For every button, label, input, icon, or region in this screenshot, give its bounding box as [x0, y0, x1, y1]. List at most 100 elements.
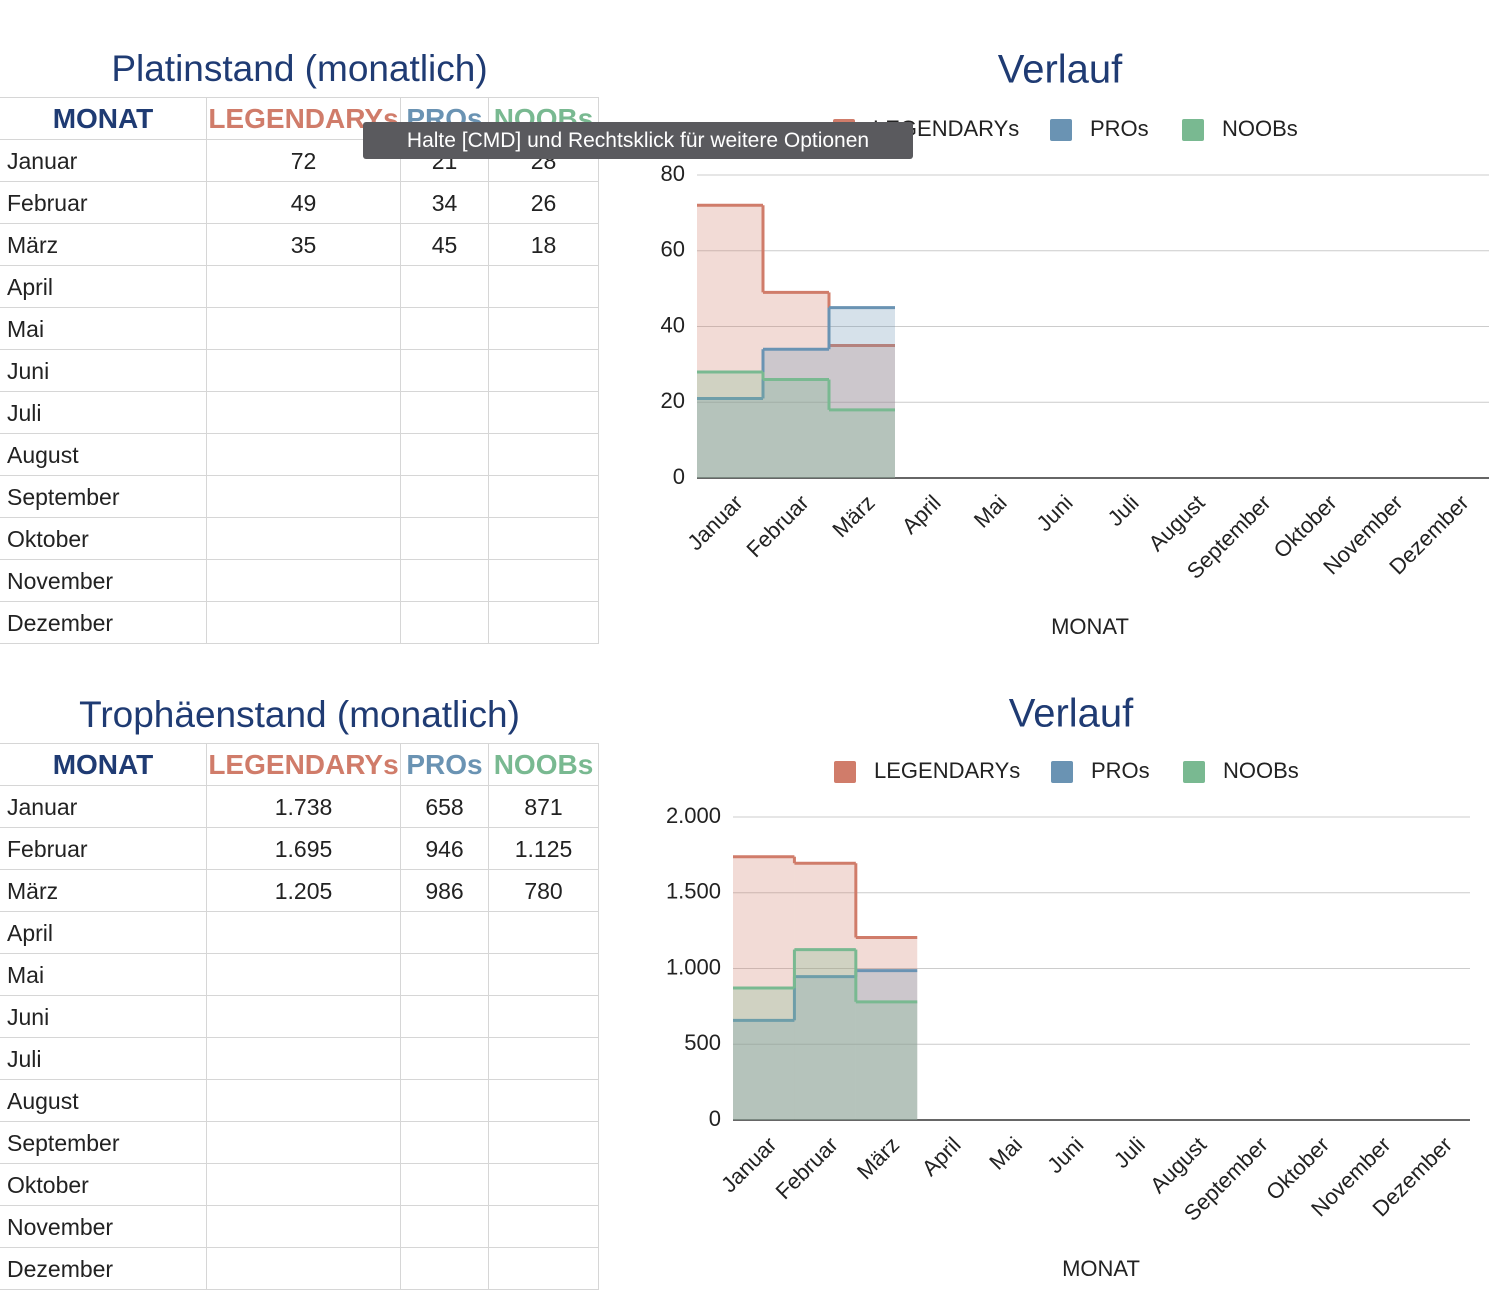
empty-cell — [401, 996, 489, 1038]
empty-cell — [401, 1038, 489, 1080]
empty-cell — [489, 602, 599, 644]
cell: 658 — [401, 786, 489, 828]
cell: 26 — [489, 182, 599, 224]
x-tick-label: Juli — [1109, 1132, 1150, 1173]
empty-cell — [401, 1206, 489, 1248]
area-step — [697, 398, 763, 478]
x-tick-label: Februar — [741, 490, 813, 562]
x-axis-title: MONAT — [1051, 614, 1129, 639]
x-tick-label: Januar — [682, 490, 747, 555]
empty-cell — [489, 266, 599, 308]
empty-cell — [207, 308, 401, 350]
legend-label: NOOBs — [1223, 758, 1299, 783]
y-tick-label: 80 — [661, 161, 685, 186]
header-cell: MONAT — [0, 743, 207, 786]
header-cell: PROs — [401, 743, 489, 786]
empty-cell — [207, 602, 401, 644]
area-step — [794, 863, 856, 1120]
y-tick-label: 60 — [661, 237, 685, 262]
area-step — [733, 988, 795, 1120]
cell: August — [0, 1080, 207, 1122]
chart-title: Verlauf — [998, 48, 1123, 92]
y-tick-label: 2.000 — [666, 803, 721, 828]
cell: Februar — [0, 828, 207, 870]
cell: Juli — [0, 1038, 207, 1080]
empty-cell — [489, 996, 599, 1038]
cell: Oktober — [0, 1164, 207, 1206]
empty-cell — [401, 1248, 489, 1290]
cell: 871 — [489, 786, 599, 828]
empty-cell — [489, 912, 599, 954]
empty-cell — [207, 1206, 401, 1248]
area-step — [855, 1001, 918, 1120]
empty-cell — [401, 434, 489, 476]
empty-cell — [207, 912, 401, 954]
x-tick-label: März — [852, 1132, 904, 1184]
area-step — [794, 976, 856, 1120]
empty-cell — [401, 560, 489, 602]
cell: Juni — [0, 996, 207, 1038]
area-step — [829, 307, 895, 478]
header-cell: MONAT — [0, 97, 207, 140]
empty-cell — [207, 1080, 401, 1122]
x-tick-label: Juni — [1042, 1132, 1088, 1178]
empty-cell — [401, 602, 489, 644]
empty-cell — [207, 954, 401, 996]
cell: 1.205 — [207, 870, 401, 912]
empty-cell — [401, 518, 489, 560]
empty-cell — [489, 560, 599, 602]
cell: 780 — [489, 870, 599, 912]
legend-swatch — [1050, 119, 1072, 141]
empty-cell — [489, 954, 599, 996]
cell: Juni — [0, 350, 207, 392]
legend-label: PROs — [1091, 758, 1150, 783]
cell: Februar — [0, 182, 207, 224]
empty-cell — [489, 392, 599, 434]
y-tick-label: 1.000 — [666, 954, 721, 979]
cell: Dezember — [0, 602, 207, 644]
empty-cell — [207, 1164, 401, 1206]
area-step — [697, 371, 763, 478]
cell: 1.738 — [207, 786, 401, 828]
area-step — [794, 949, 856, 1120]
legend-swatch — [1051, 761, 1073, 783]
empty-cell — [489, 1248, 599, 1290]
cell: 49 — [207, 182, 401, 224]
cell: 35 — [207, 224, 401, 266]
header-cell: NOOBs — [489, 743, 599, 786]
cell: September — [0, 1122, 207, 1164]
cell: Mai — [0, 954, 207, 996]
y-tick-label: 500 — [684, 1030, 721, 1055]
cell: August — [0, 434, 207, 476]
cell: Januar — [0, 786, 207, 828]
empty-cell — [207, 350, 401, 392]
empty-cell — [207, 1248, 401, 1290]
x-tick-label: Juni — [1031, 490, 1077, 536]
empty-cell — [489, 476, 599, 518]
cell: März — [0, 224, 207, 266]
legend-swatch — [834, 761, 856, 783]
area-step — [829, 409, 895, 478]
empty-cell — [207, 518, 401, 560]
area-step — [855, 970, 918, 1120]
empty-cell — [401, 954, 489, 996]
empty-cell — [401, 350, 489, 392]
cell: 45 — [401, 224, 489, 266]
cell: April — [0, 912, 207, 954]
empty-cell — [489, 518, 599, 560]
empty-cell — [489, 434, 599, 476]
cell: November — [0, 1206, 207, 1248]
empty-cell — [401, 308, 489, 350]
cell: 946 — [401, 828, 489, 870]
empty-cell — [207, 1122, 401, 1164]
x-tick-label: Juli — [1103, 490, 1144, 531]
empty-cell — [489, 350, 599, 392]
x-tick-label: August — [1144, 490, 1210, 556]
table-title: Trophäenstand (monatlich) — [79, 694, 520, 735]
cell: 1.695 — [207, 828, 401, 870]
cell: 72 — [207, 140, 401, 182]
y-tick-label: 20 — [661, 388, 685, 413]
cell: März — [0, 870, 207, 912]
empty-cell — [489, 1080, 599, 1122]
